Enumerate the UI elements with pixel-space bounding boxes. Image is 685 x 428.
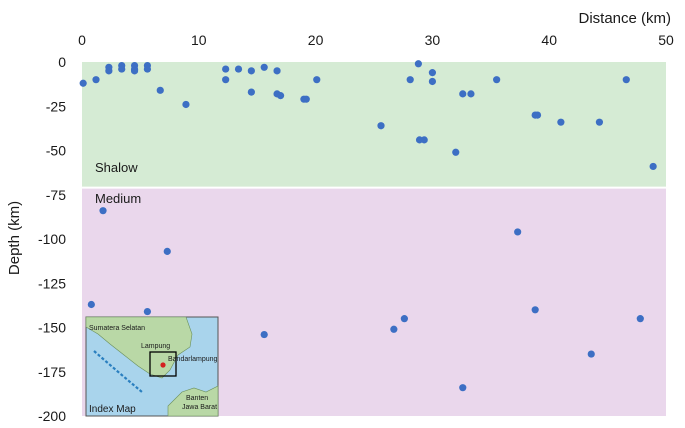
- data-point: [459, 90, 467, 98]
- data-point: [622, 76, 630, 84]
- data-point: [390, 325, 398, 333]
- x-tick-label: 50: [658, 32, 674, 48]
- data-point: [99, 207, 107, 215]
- data-point: [92, 76, 100, 84]
- data-point: [400, 315, 408, 323]
- y-tick-label: -125: [38, 275, 66, 291]
- data-point: [143, 65, 152, 73]
- index-map-label-lampung: Lampung: [141, 343, 170, 350]
- data-point: [234, 65, 243, 73]
- data-point: [143, 307, 152, 316]
- data-point: [533, 111, 542, 119]
- y-tick-label: -200: [38, 408, 66, 424]
- data-point: [595, 118, 604, 126]
- data-point: [420, 136, 428, 144]
- data-point: [222, 65, 230, 73]
- x-tick-label: 10: [191, 32, 207, 48]
- data-point: [118, 65, 126, 73]
- data-point: [636, 315, 644, 323]
- data-point: [276, 92, 285, 100]
- data-point: [247, 67, 255, 75]
- data-point: [260, 63, 268, 71]
- x-axis-title: Distance (km): [578, 10, 671, 27]
- data-point: [313, 76, 321, 84]
- y-tick-label: 0: [58, 54, 66, 70]
- data-point: [79, 79, 87, 87]
- y-tick-labels: 0 -25 -50 -75 -100 -125 -150 -175 -200: [38, 54, 66, 424]
- index-map-bandarlampung-marker: [160, 362, 166, 368]
- data-point: [182, 100, 190, 109]
- data-point: [414, 60, 422, 68]
- data-point: [406, 76, 414, 84]
- data-point: [302, 95, 310, 103]
- data-point: [87, 300, 95, 309]
- x-tick-label: 20: [308, 32, 324, 48]
- data-point: [531, 306, 539, 314]
- data-point: [467, 90, 475, 98]
- index-map-inset: Sumatera Selatan Lampung Bandarlampung B…: [85, 316, 219, 417]
- x-tick-label: 0: [78, 32, 86, 48]
- data-point: [587, 350, 595, 358]
- x-tick-labels: 0 10 20 30 40 50: [78, 32, 674, 48]
- data-point: [222, 76, 230, 84]
- index-map-label-jawa-barat: Jawa Barat: [182, 404, 217, 411]
- data-point: [273, 67, 281, 75]
- data-points: [79, 60, 657, 392]
- zone-shallow-band: [82, 62, 666, 188]
- data-point: [428, 69, 436, 77]
- index-map-java-land: [167, 385, 219, 417]
- y-tick-label: -175: [38, 364, 66, 380]
- data-point: [459, 384, 467, 392]
- data-point: [557, 118, 565, 126]
- data-point: [452, 148, 460, 156]
- data-point: [514, 228, 522, 236]
- y-tick-label: -150: [38, 320, 66, 336]
- index-map-label-banten: Banten: [186, 395, 208, 402]
- data-point: [163, 247, 171, 255]
- y-tick-label: -75: [46, 187, 66, 203]
- zone-label-shalow: Shalow: [95, 160, 138, 175]
- data-point: [130, 67, 139, 75]
- y-tick-label: -100: [38, 231, 66, 247]
- index-map-study-area-box: [149, 351, 177, 377]
- data-point: [377, 122, 385, 130]
- data-point: [649, 162, 657, 171]
- data-point: [247, 88, 255, 96]
- y-axis-title: Depth (km): [6, 201, 23, 275]
- x-tick-label: 40: [541, 32, 557, 48]
- data-point: [260, 330, 268, 339]
- data-point: [493, 76, 501, 84]
- zone-label-medium: Medium: [95, 191, 141, 206]
- x-tick-label: 30: [425, 32, 441, 48]
- y-tick-label: -25: [46, 98, 66, 114]
- y-tick-label: -50: [46, 143, 66, 159]
- index-map-title: Index Map: [89, 404, 136, 415]
- data-point: [156, 86, 164, 94]
- data-point: [428, 77, 436, 86]
- index-map-trench-line: [93, 350, 143, 393]
- index-map-label-sumatera-selatan: Sumatera Selatan: [89, 325, 145, 332]
- data-point: [105, 67, 113, 75]
- index-map-label-bandarlampung: Bandarlampung: [168, 356, 218, 363]
